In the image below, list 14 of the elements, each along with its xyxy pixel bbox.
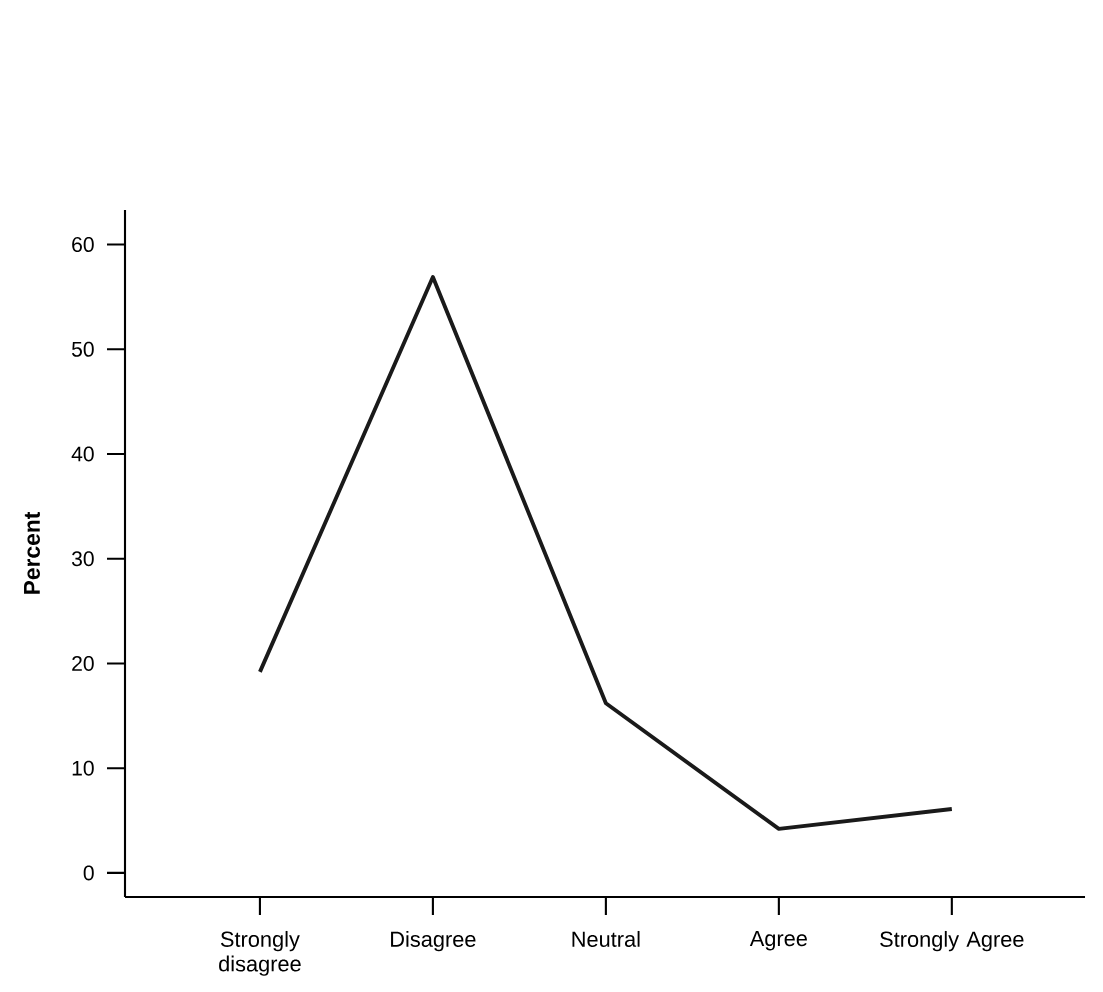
line-series [257, 275, 954, 831]
y-tick-label: 30 [71, 551, 94, 567]
y-tick-label: 40 [71, 446, 94, 462]
x-tick-label: Neutral [572, 930, 640, 947]
x-tick-label: Strongly Agree [880, 930, 1024, 952]
y-tick-label: 10 [72, 760, 94, 776]
y-tick-label: 0 [83, 865, 94, 881]
y-tick-label: 50 [71, 341, 94, 357]
x-tick-label: Disagree [391, 930, 476, 952]
y-axis-title: Percent [24, 511, 40, 594]
y-tick-label: 60 [72, 237, 94, 253]
x-tick-label: Strongly disagree [219, 930, 301, 976]
x-tick-label: Agree [749, 930, 807, 951]
y-tick-label: 20 [72, 656, 94, 671]
